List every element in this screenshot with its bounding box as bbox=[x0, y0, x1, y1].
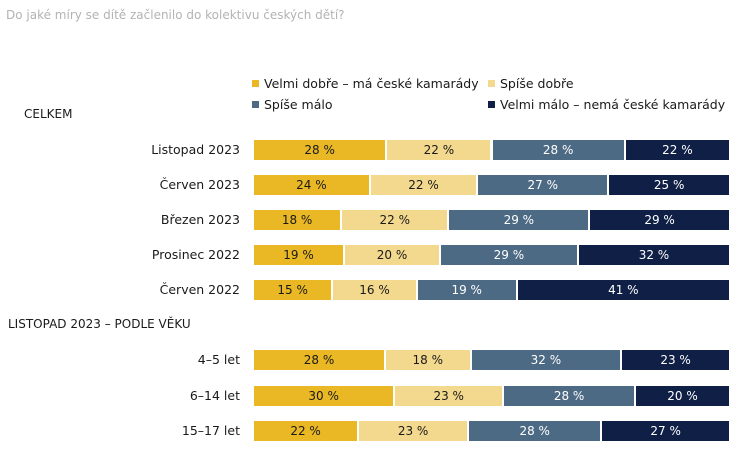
bar-segment: 32 % bbox=[578, 245, 729, 265]
data-label: 22 % bbox=[290, 424, 321, 438]
row-label: Březen 2023 bbox=[160, 212, 240, 227]
data-label: 23 % bbox=[397, 424, 429, 438]
bar-segment: 18 % bbox=[386, 350, 470, 370]
bar-row: 28 % 22 % 28 % 22 % bbox=[254, 140, 729, 160]
bar-segment: 22 % bbox=[370, 175, 477, 195]
data-label: 28 % bbox=[304, 143, 335, 157]
data-label: 28 % bbox=[542, 143, 574, 157]
legend-swatch bbox=[488, 101, 495, 108]
legend-swatch bbox=[252, 101, 259, 108]
bar-segment: 29 % bbox=[440, 245, 577, 265]
data-label: 24 % bbox=[296, 178, 327, 192]
bar-segment: 28 % bbox=[254, 350, 385, 370]
data-label: 28 % bbox=[519, 424, 550, 438]
bar-segment: 15 % bbox=[254, 280, 332, 300]
legend-label: Spíše dobře bbox=[500, 76, 574, 91]
data-label: 22 % bbox=[662, 143, 693, 157]
data-label: 30 % bbox=[308, 389, 339, 403]
bar-segment: 25 % bbox=[609, 175, 729, 195]
data-label: 20 % bbox=[667, 389, 698, 403]
row-label: Prosinec 2022 bbox=[151, 247, 240, 262]
data-label: 23 % bbox=[433, 389, 464, 403]
bar-segment: 19 % bbox=[417, 280, 516, 300]
data-label: 20 % bbox=[376, 248, 408, 262]
data-label: 28 % bbox=[303, 353, 335, 367]
data-label: 25 % bbox=[653, 178, 685, 192]
bar-segment: 29 % bbox=[590, 210, 729, 230]
legend-label: Velmi dobře – má české kamarády bbox=[264, 76, 479, 91]
bar-segment: 24 % bbox=[254, 175, 369, 195]
data-label: 22 % bbox=[408, 178, 439, 192]
bar-segment: 22 % bbox=[342, 210, 448, 230]
data-label: 15 % bbox=[277, 283, 308, 297]
row-label: Listopad 2023 bbox=[151, 142, 240, 157]
data-label: 28 % bbox=[553, 389, 585, 403]
bar-segment: 28 % bbox=[492, 140, 624, 160]
row-label: Červen 2022 bbox=[159, 282, 240, 297]
legend-item-velmi-dobre: Velmi dobře – má české kamarády bbox=[252, 76, 479, 91]
row-label: 6–14 let bbox=[189, 388, 240, 403]
bar-segment: 20 % bbox=[636, 386, 729, 406]
legend-item-spise-malo: Spíše málo bbox=[252, 97, 332, 112]
data-label: 18 % bbox=[281, 213, 313, 227]
data-label: 27 % bbox=[527, 178, 558, 192]
section-label: LISTOPAD 2023 – PODLE VĚKU bbox=[8, 317, 191, 331]
data-label: 16 % bbox=[359, 283, 390, 297]
legend-swatch bbox=[488, 80, 495, 87]
data-label: 23 % bbox=[660, 353, 691, 367]
bar-segment: 16 % bbox=[333, 280, 416, 300]
data-label: 19 % bbox=[283, 248, 314, 262]
bar-segment: 28 % bbox=[254, 140, 386, 160]
row-label: 4–5 let bbox=[197, 352, 240, 367]
bar-segment: 30 % bbox=[254, 386, 394, 406]
data-label: 22 % bbox=[423, 143, 455, 157]
bar-segment: 28 % bbox=[469, 421, 601, 441]
bar-segment: 27 % bbox=[602, 421, 729, 441]
bar-row: 24 % 22 % 27 % 25 % bbox=[254, 175, 729, 195]
legend-swatch bbox=[252, 80, 259, 87]
bar-row: 28 % 18 % 32 % 23 % bbox=[254, 350, 729, 370]
bar-segment: 27 % bbox=[478, 175, 608, 195]
chart-title: Do jaké míry se dítě začlenilo do kolekt… bbox=[6, 8, 345, 22]
bar-row: 30 % 23 % 28 % 20 % bbox=[254, 386, 729, 406]
bar-segment: 19 % bbox=[254, 245, 344, 265]
data-label: 18 % bbox=[412, 353, 444, 367]
bar-row: 15 % 16 % 19 % 41 % bbox=[254, 280, 729, 300]
legend-item-spise-dobre: Spíše dobře bbox=[488, 76, 574, 91]
bar-row: 18 % 22 % 29 % 29 % bbox=[254, 210, 729, 230]
row-label: 15–17 let bbox=[181, 423, 240, 438]
data-label: 29 % bbox=[493, 248, 525, 262]
bar-segment: 41 % bbox=[517, 280, 729, 300]
bar-segment: 22 % bbox=[254, 421, 358, 441]
data-label: 41 % bbox=[608, 283, 639, 297]
legend-label: Spíše málo bbox=[264, 97, 333, 112]
data-label: 19 % bbox=[451, 283, 482, 297]
bar-segment: 22 % bbox=[387, 140, 491, 160]
legend-item-velmi-malo: Velmi málo – nemá české kamarády bbox=[488, 97, 725, 112]
data-label: 27 % bbox=[650, 424, 681, 438]
bar-segment: 23 % bbox=[359, 421, 468, 441]
legend-label: Velmi málo – nemá české kamarády bbox=[500, 97, 726, 112]
data-label: 22 % bbox=[379, 213, 411, 227]
data-label: 29 % bbox=[644, 213, 675, 227]
row-label: Červen 2023 bbox=[159, 177, 240, 192]
section-label: CELKEM bbox=[24, 107, 73, 121]
data-label: 29 % bbox=[503, 213, 535, 227]
bar-segment: 23 % bbox=[395, 386, 503, 406]
bar-segment: 22 % bbox=[625, 140, 729, 160]
bar-segment: 18 % bbox=[254, 210, 341, 230]
bar-segment: 29 % bbox=[449, 210, 589, 230]
bar-segment: 28 % bbox=[504, 386, 635, 406]
bar-segment: 32 % bbox=[471, 350, 621, 370]
bar-segment: 20 % bbox=[345, 245, 439, 265]
data-label: 32 % bbox=[530, 353, 562, 367]
bar-row: 22 % 23 % 28 % 27 % bbox=[254, 421, 729, 441]
data-label: 32 % bbox=[638, 248, 670, 262]
bar-row: 19 % 20 % 29 % 32 % bbox=[254, 245, 729, 265]
bar-segment: 23 % bbox=[622, 350, 729, 370]
